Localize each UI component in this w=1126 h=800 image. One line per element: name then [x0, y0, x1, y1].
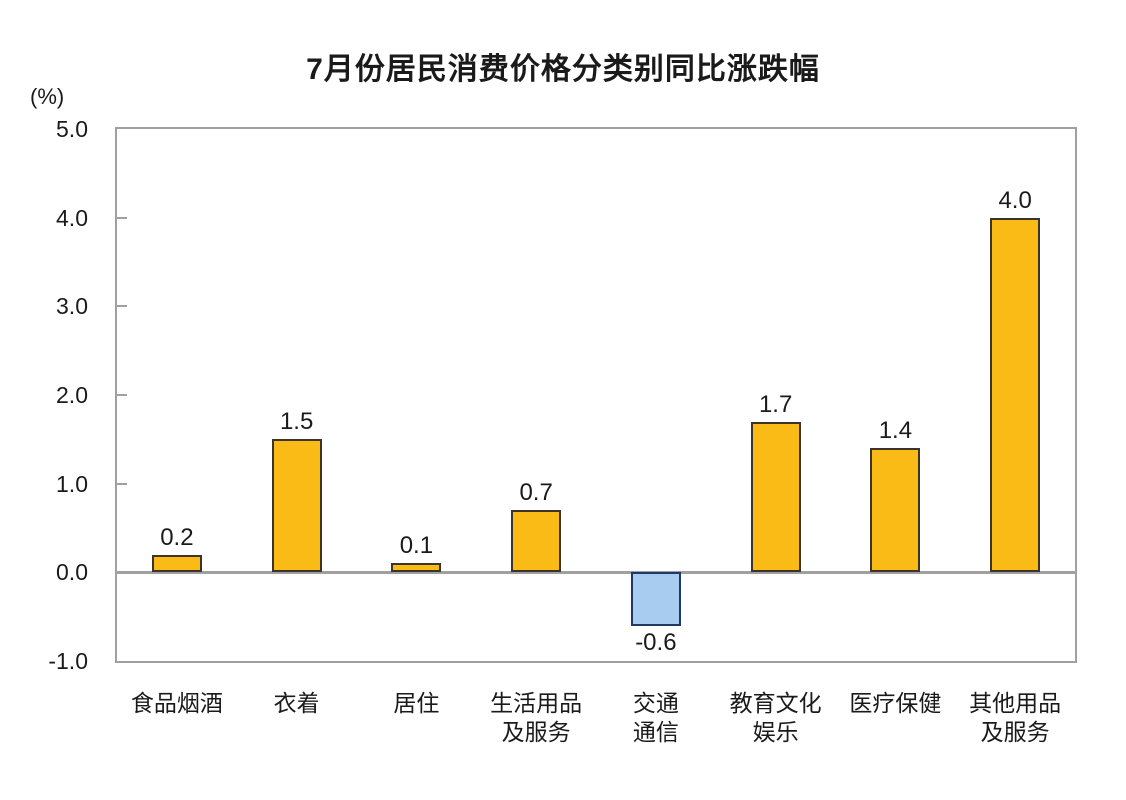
x-category-label: 生活用品 及服务 [490, 690, 583, 745]
bar-value-label: 0.7 [519, 479, 553, 507]
y-tick-label: -1.0 [48, 648, 88, 674]
x-category-label: 居住 [393, 690, 440, 716]
bar-1 [151, 554, 202, 573]
x-category-label: 交通 通信 [632, 690, 679, 745]
bar-6 [750, 421, 801, 573]
y-tick-label: 0.0 [56, 559, 88, 586]
bar-8 [990, 217, 1041, 573]
zero-line [117, 571, 1075, 575]
y-tick-label: 2.0 [56, 382, 88, 408]
y-tick-label: 1.0 [56, 470, 88, 497]
bar-3 [391, 563, 442, 573]
y-tick-mark [117, 482, 127, 485]
x-category-label: 教育文化 娱乐 [729, 690, 822, 745]
bar-2 [271, 439, 322, 573]
bar-value-label: 0.2 [160, 523, 194, 551]
bar-value-label: -0.6 [635, 628, 677, 656]
y-axis-unit-label: (%) [30, 84, 65, 109]
bar-5 [630, 572, 681, 626]
plot-inner: 0.2 1.5 0.1 0.7 -0.6 1.7 1.4 4.0 [117, 129, 1075, 661]
x-category-label: 衣着 [273, 690, 320, 716]
y-tick-label: 4.0 [56, 204, 88, 231]
y-tick-mark [117, 305, 127, 308]
bar-value-label: 4.0 [998, 186, 1032, 214]
bar-value-label: 0.1 [399, 532, 434, 560]
x-category-label: 其他用品 及服务 [969, 690, 1062, 745]
bar-value-label: 1.4 [878, 417, 913, 445]
x-category-label: 医疗保健 [849, 690, 942, 716]
y-tick-mark [117, 394, 127, 396]
y-tick-label: 3.0 [56, 293, 88, 320]
chart-title: 7月份居民消费价格分类别同比涨跌幅 [306, 53, 820, 86]
y-tick-mark [117, 216, 127, 219]
bar-7 [870, 448, 921, 573]
bar-4 [511, 510, 562, 573]
bar-value-label: 1.7 [758, 390, 793, 418]
y-tick-label: 5.0 [56, 116, 88, 142]
bar-value-label: 1.5 [279, 408, 314, 436]
plot-area: 0.2 1.5 0.1 0.7 -0.6 1.7 1.4 4.0 [115, 127, 1077, 663]
x-category-label: 食品烟酒 [130, 690, 223, 716]
